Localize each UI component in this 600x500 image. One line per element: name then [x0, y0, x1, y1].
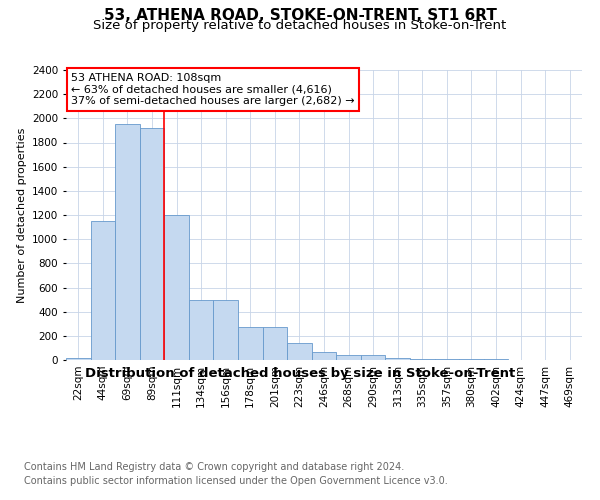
Y-axis label: Number of detached properties: Number of detached properties — [17, 128, 26, 302]
Bar — [238, 328, 263, 360]
Text: Size of property relative to detached houses in Stoke-on-Trent: Size of property relative to detached ho… — [94, 18, 506, 32]
Bar — [312, 352, 336, 360]
Text: Distribution of detached houses by size in Stoke-on-Trent: Distribution of detached houses by size … — [85, 368, 515, 380]
Bar — [263, 328, 287, 360]
Bar — [410, 359, 434, 360]
Text: Contains HM Land Registry data © Crown copyright and database right 2024.: Contains HM Land Registry data © Crown c… — [24, 462, 404, 472]
Bar — [140, 128, 164, 360]
Bar — [434, 359, 459, 360]
Text: 53 ATHENA ROAD: 108sqm
← 63% of detached houses are smaller (4,616)
37% of semi-: 53 ATHENA ROAD: 108sqm ← 63% of detached… — [71, 73, 355, 106]
Text: 53, ATHENA ROAD, STOKE-ON-TRENT, ST1 6RT: 53, ATHENA ROAD, STOKE-ON-TRENT, ST1 6RT — [104, 8, 496, 22]
Bar — [361, 355, 385, 360]
Bar — [66, 358, 91, 360]
Bar — [164, 215, 189, 360]
Bar — [287, 343, 312, 360]
Bar — [115, 124, 140, 360]
Bar — [189, 300, 214, 360]
Bar — [385, 358, 410, 360]
Bar — [214, 300, 238, 360]
Bar — [91, 221, 115, 360]
Text: Contains public sector information licensed under the Open Government Licence v3: Contains public sector information licen… — [24, 476, 448, 486]
Bar — [336, 355, 361, 360]
